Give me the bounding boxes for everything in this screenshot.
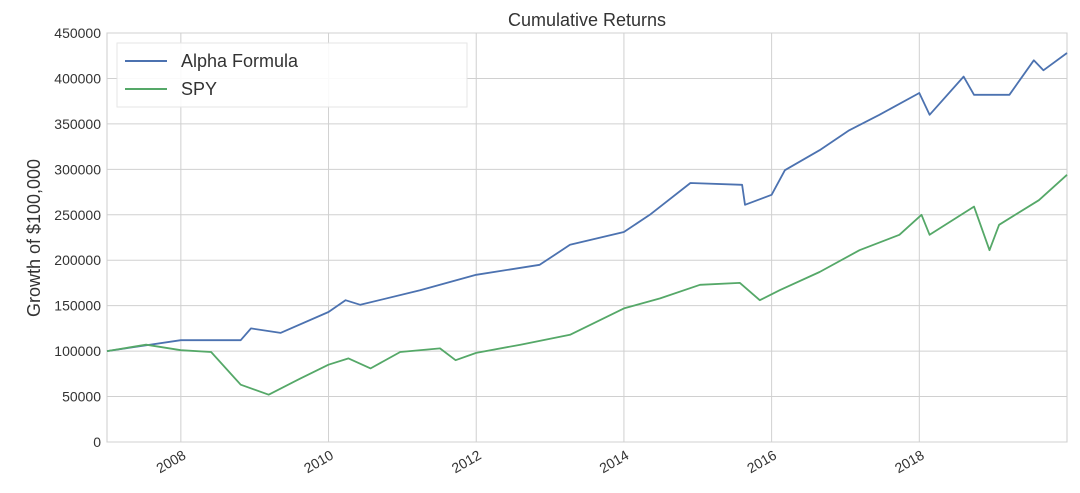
line-series	[106, 174, 1068, 396]
x-tick-label: 2018	[892, 447, 927, 477]
y-tick-label: 300000	[54, 161, 101, 177]
y-tick-label: 450000	[54, 25, 101, 41]
y-tick-label: 50000	[62, 389, 101, 405]
y-tick-label: 0	[93, 434, 101, 450]
y-axis-label: Growth of $100,000	[24, 159, 44, 317]
x-tick-label: 2016	[744, 447, 779, 477]
y-tick-label: 150000	[54, 298, 101, 314]
y-tick-label: 250000	[54, 207, 101, 223]
x-tick-label: 2012	[449, 447, 484, 477]
x-tick-label: 2010	[301, 447, 336, 477]
legend: Alpha Formula SPY	[116, 42, 468, 108]
y-tick-label: 100000	[54, 343, 101, 359]
x-tick-label: 2008	[153, 447, 188, 477]
y-tick-label: 400000	[54, 70, 101, 86]
y-tick-label: 200000	[54, 252, 101, 268]
x-tick-label: 2014	[596, 447, 631, 477]
legend-box	[116, 42, 468, 108]
legend-label: SPY	[181, 79, 217, 99]
y-tick-label: 350000	[54, 116, 101, 132]
line-series	[106, 52, 1068, 352]
chart-title: Cumulative Returns	[508, 10, 666, 30]
legend-label: Alpha Formula	[181, 51, 299, 71]
